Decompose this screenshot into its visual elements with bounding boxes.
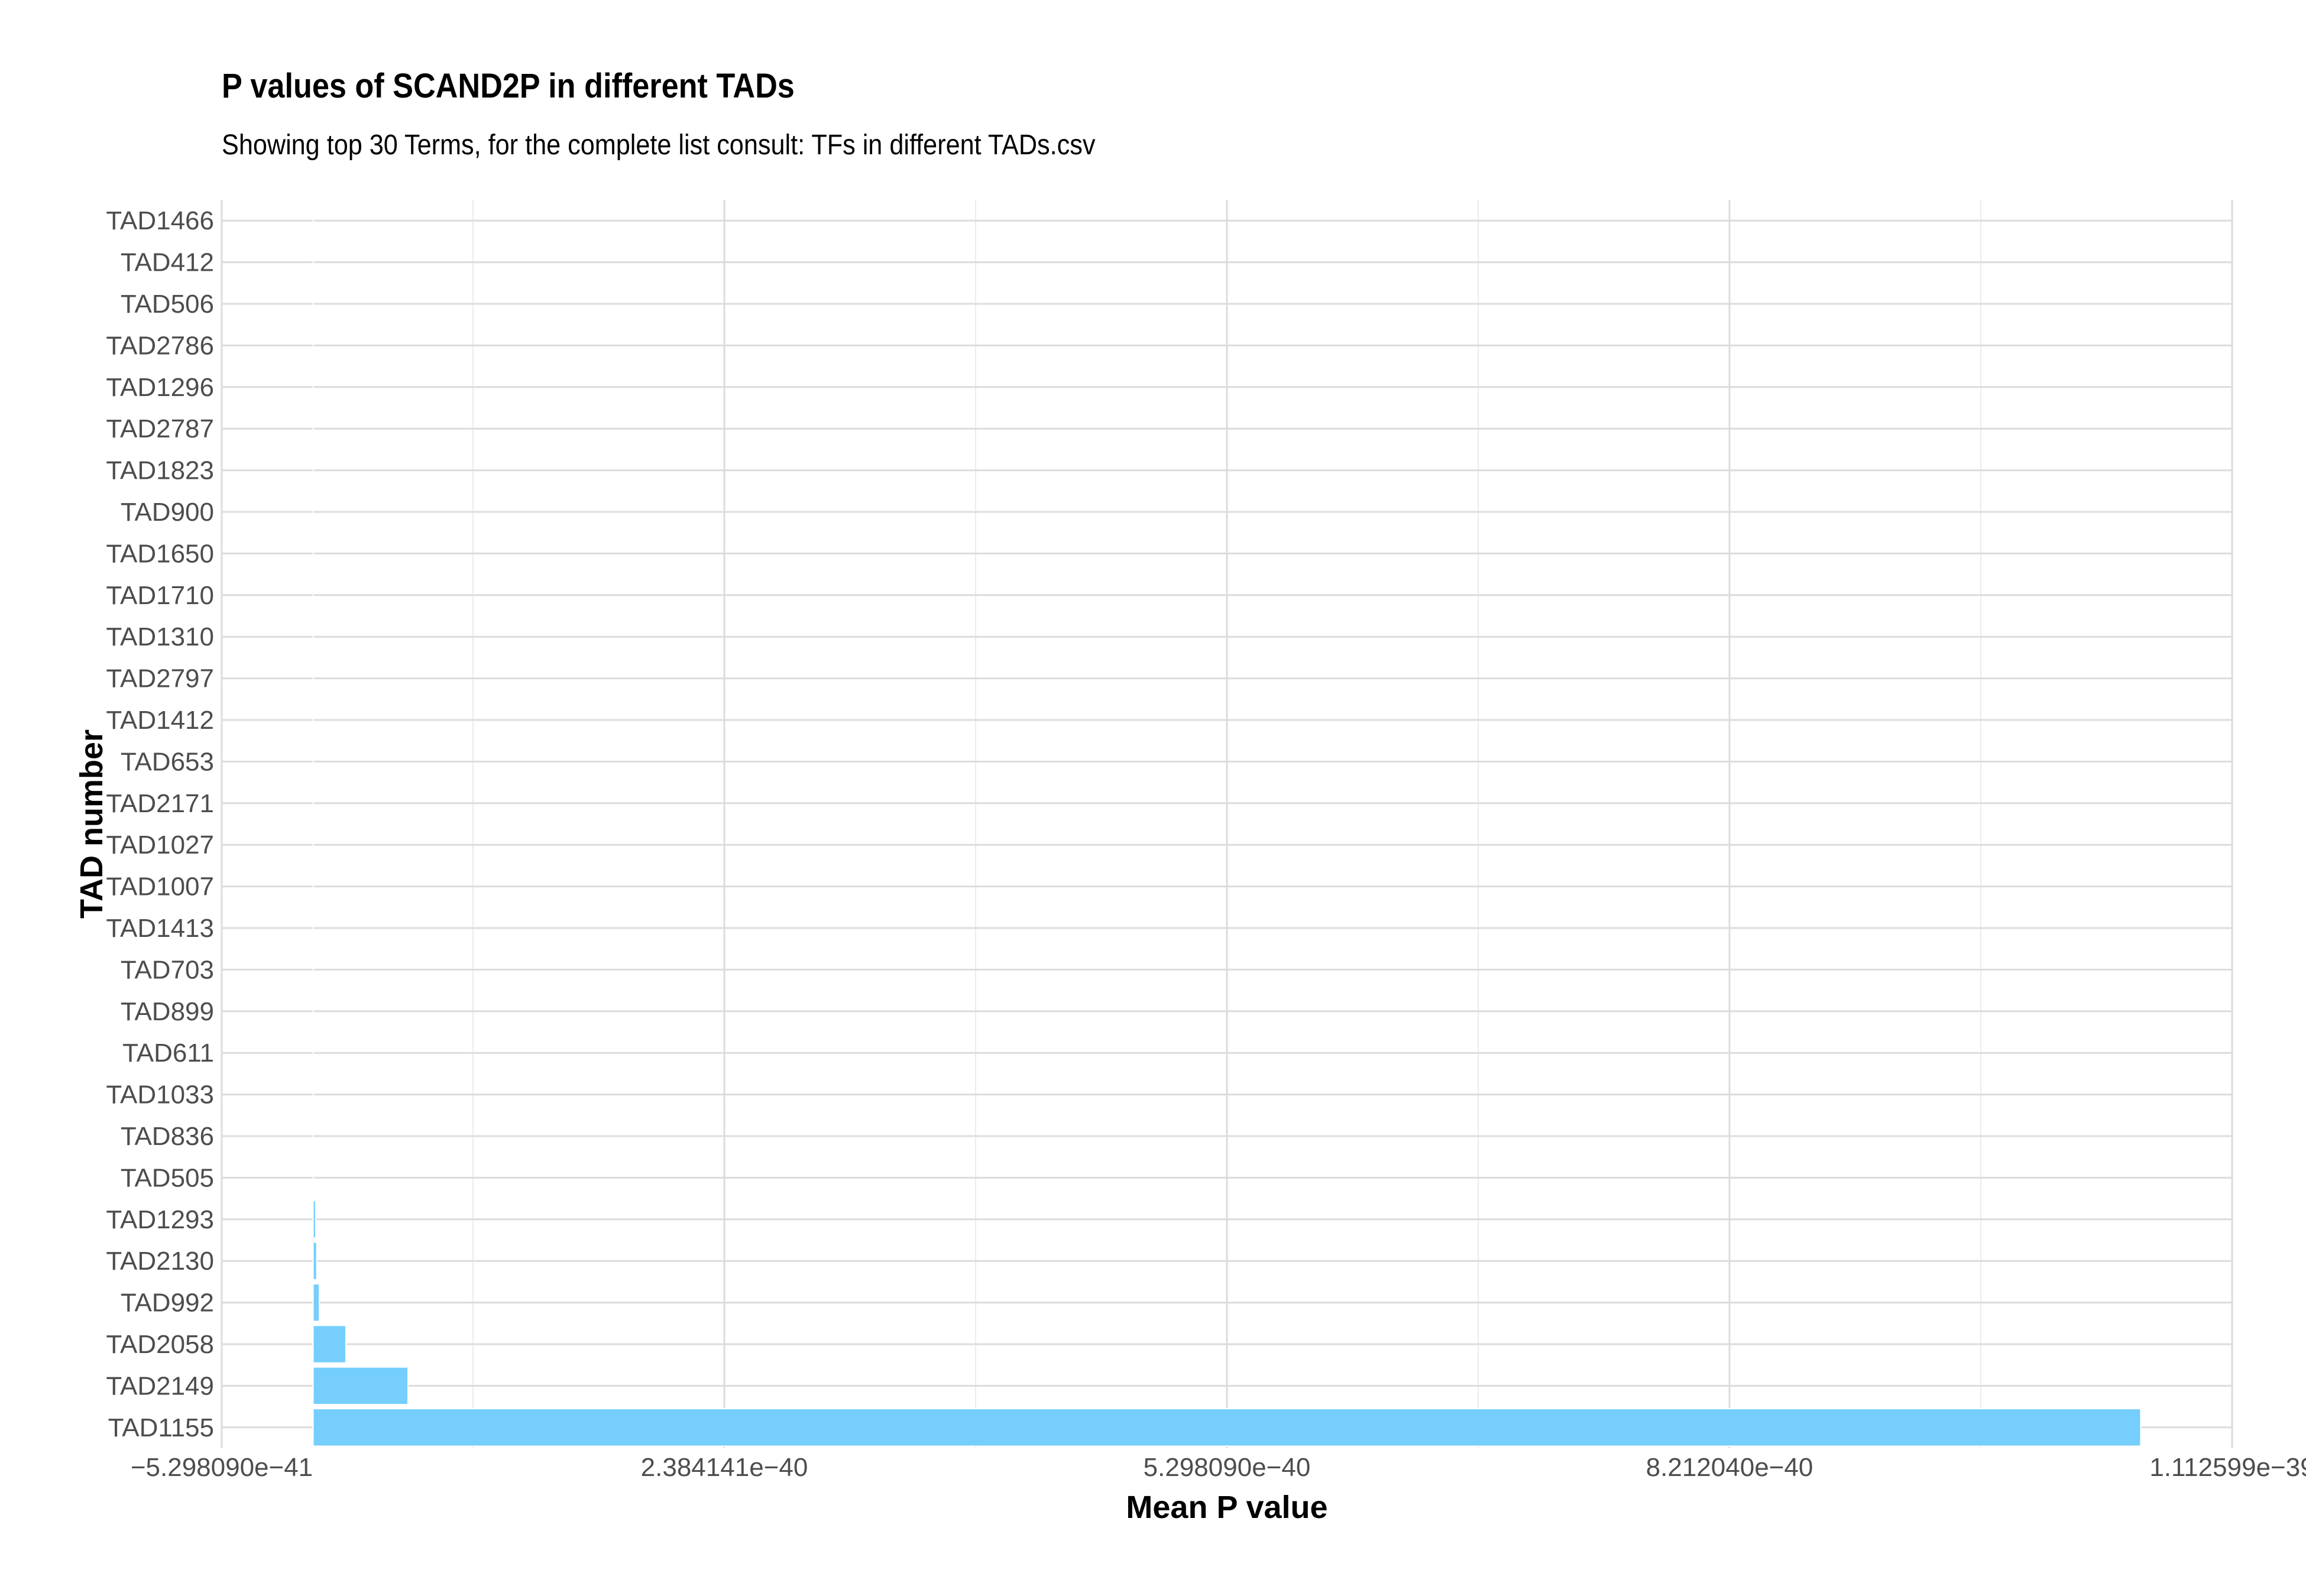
y-tick-label: TAD1027 <box>106 831 214 859</box>
bar-tad2058 <box>312 1325 346 1364</box>
y-tick-label: TAD1033 <box>106 1081 214 1110</box>
bar-tad992 <box>312 1283 320 1322</box>
y-tick-label: TAD1466 <box>106 206 214 235</box>
y-tick-label: TAD1650 <box>106 539 214 568</box>
y-tick-label: TAD1293 <box>106 1205 214 1234</box>
y-tick-label: TAD2130 <box>106 1247 214 1276</box>
y-tick-label: TAD1823 <box>106 456 214 485</box>
x-tick-label: −5.298090e−41 <box>131 1453 313 1482</box>
y-tick-label: TAD1007 <box>106 872 214 901</box>
y-tick-label: TAD1155 <box>108 1413 214 1442</box>
y-tick-label: TAD992 <box>121 1289 214 1318</box>
y-tick-label: TAD412 <box>121 248 214 277</box>
y-tick-label: TAD611 <box>122 1039 214 1068</box>
bar-tad2149 <box>312 1366 409 1406</box>
x-tick-label: 1.112599e−39 <box>2149 1453 2306 1482</box>
y-tick-label: TAD2787 <box>106 414 214 443</box>
y-axis-tick-labels: TAD1466 TAD412 TAD506 TAD2786 TAD1296 TAD2787… <box>106 206 214 1442</box>
y-tick-label: TAD653 <box>121 747 214 776</box>
x-tick-label: 2.384141e−40 <box>641 1453 808 1482</box>
y-tick-label: TAD836 <box>121 1122 214 1151</box>
x-axis-title: Mean P value <box>1126 1490 1327 1525</box>
y-axis-title: TAD number <box>74 729 109 919</box>
y-tick-label: TAD1412 <box>106 706 214 735</box>
bar-tad2130 <box>312 1241 318 1280</box>
y-tick-label: TAD2149 <box>106 1371 214 1400</box>
x-tick-label: 5.298090e−40 <box>1144 1453 1311 1482</box>
y-tick-label: TAD2797 <box>106 664 214 693</box>
y-tick-label: TAD1413 <box>106 914 214 943</box>
bar-tad1293 <box>312 1200 316 1239</box>
chart-title: P values of SCAND2P in different TADs <box>222 67 795 105</box>
y-tick-label: TAD506 <box>121 290 214 319</box>
y-tick-label: TAD2171 <box>106 789 214 818</box>
y-tick-label: TAD703 <box>121 955 214 984</box>
x-axis-tick-labels: −5.298090e−41 2.384141e−40 5.298090e−40 8.2… <box>131 1453 2306 1482</box>
y-tick-label: TAD1710 <box>106 581 214 610</box>
y-tick-label: TAD2786 <box>106 331 214 360</box>
bars <box>312 201 2142 1447</box>
x-tick-label: 8.212040e−40 <box>1646 1453 1813 1482</box>
y-tick-label: TAD2058 <box>106 1330 214 1359</box>
y-tick-label: TAD900 <box>121 498 214 527</box>
bar-tad1155 <box>312 1408 2142 1447</box>
y-tick-label: TAD1310 <box>106 622 214 651</box>
y-tick-label: TAD1296 <box>106 373 214 402</box>
y-tick-label: TAD505 <box>121 1163 214 1192</box>
grid-lines <box>221 200 2233 1448</box>
y-tick-label: TAD899 <box>121 997 214 1026</box>
chart-subtitle: Showing top 30 Terms, for the complete l… <box>222 129 1096 161</box>
